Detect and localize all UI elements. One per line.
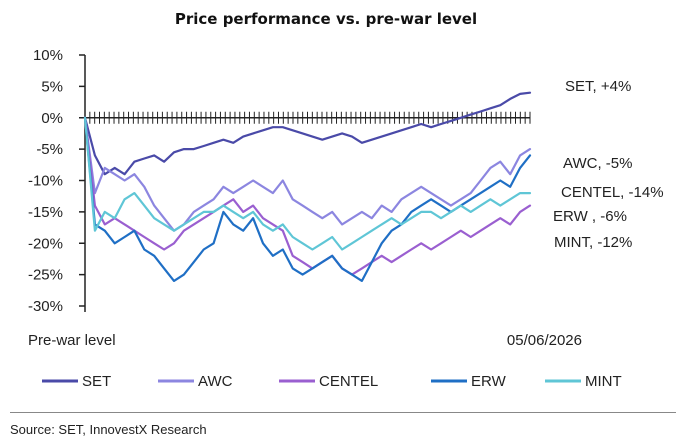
end-labels: SET, +4% AWC, -5% CENTEL, -14% ERW , -6% MIN… bbox=[553, 78, 664, 251]
chart-title: Price performance vs. pre-war level bbox=[175, 10, 477, 28]
legend: SET AWC CENTEL ERW MINT bbox=[42, 373, 622, 390]
legend-label-centel: CENTEL bbox=[319, 373, 378, 390]
x-start-label: Pre-war level bbox=[28, 332, 116, 349]
x-axis bbox=[84, 111, 531, 124]
source-note: Source: SET, InnovestX Research bbox=[10, 412, 676, 442]
price-performance-chart: Price performance vs. pre-war level 10% 5… bbox=[28, 10, 664, 390]
y-tick-label: 5% bbox=[41, 78, 63, 95]
y-tick-label: 10% bbox=[33, 47, 63, 64]
end-label-centel: CENTEL, -14% bbox=[561, 184, 664, 201]
series-line-mint bbox=[83, 116, 532, 251]
legend-label-mint: MINT bbox=[585, 373, 622, 390]
series-lines bbox=[83, 91, 532, 282]
y-tick-label: -10% bbox=[28, 173, 63, 190]
y-tick-label: -15% bbox=[28, 204, 63, 221]
legend-label-set: SET bbox=[82, 373, 111, 390]
x-end-label: 05/06/2026 bbox=[507, 332, 582, 349]
y-tick-label: 0% bbox=[41, 110, 63, 127]
series-line-centel bbox=[83, 116, 532, 276]
legend-label-erw: ERW bbox=[471, 373, 507, 390]
series-line-set bbox=[83, 91, 532, 176]
legend-label-awc: AWC bbox=[198, 373, 233, 390]
end-label-erw: ERW , -6% bbox=[553, 208, 627, 225]
end-label-mint: MINT, -12% bbox=[554, 234, 632, 251]
y-axis: 10% 5% 0% -5% -10% -15% -20% -25% -30% bbox=[28, 47, 86, 315]
y-tick-label: -20% bbox=[28, 235, 63, 252]
end-label-awc: AWC, -5% bbox=[563, 155, 632, 172]
y-tick-label: -30% bbox=[28, 298, 63, 315]
end-label-set: SET, +4% bbox=[565, 78, 631, 95]
series-line-awc bbox=[83, 116, 532, 232]
y-tick-label: -5% bbox=[36, 141, 63, 158]
y-tick-label: -25% bbox=[28, 267, 63, 284]
